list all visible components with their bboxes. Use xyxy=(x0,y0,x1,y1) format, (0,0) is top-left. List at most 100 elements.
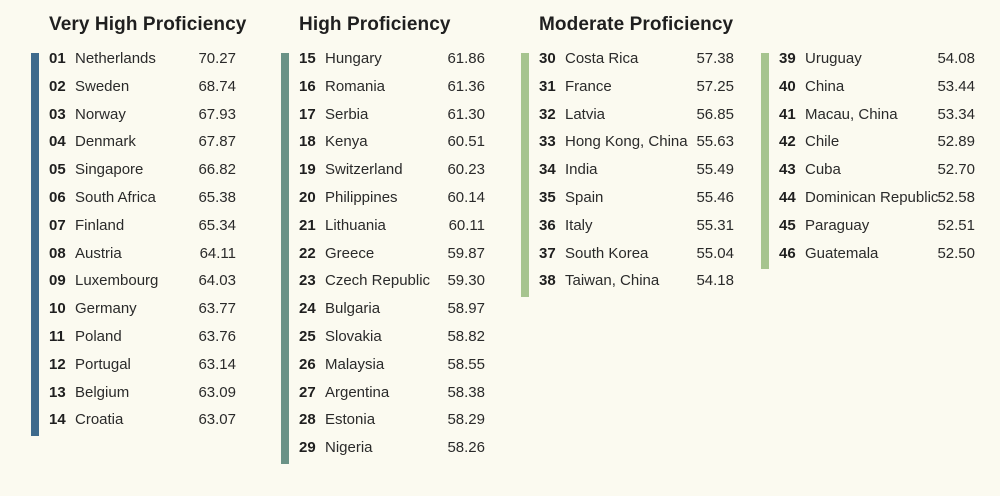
country-name: South Korea xyxy=(565,244,649,262)
country-name: Hong Kong, China xyxy=(565,133,688,151)
rank-number: 39 xyxy=(779,50,796,67)
ranking-row: 18 Kenya 60.51 xyxy=(299,131,485,153)
ranking-row: 30 Costa Rica 57.38 xyxy=(539,48,734,70)
country-name: Slovakia xyxy=(325,328,382,345)
proficiency-score: 55.63 xyxy=(696,133,734,151)
country-name: South Africa xyxy=(75,189,156,206)
proficiency-score: 61.36 xyxy=(447,77,485,95)
country-name: Croatia xyxy=(75,411,124,429)
country-name: Bulgaria xyxy=(325,300,381,318)
rank-number: 38 xyxy=(539,272,556,290)
ranking-row: 12 Portugal 63.14 xyxy=(49,354,236,376)
ranking-row: 23 Czech Republic 59.30 xyxy=(299,270,485,292)
country-name: India xyxy=(565,161,598,179)
ranking-row: 40 China 53.44 xyxy=(779,76,975,98)
rank-number: 07 xyxy=(49,216,66,234)
proficiency-score: 54.18 xyxy=(696,272,734,290)
proficiency-score: 58.82 xyxy=(447,328,485,345)
country-name: Paraguay xyxy=(805,216,870,234)
ranking-row: 41 Macau, China 53.34 xyxy=(779,104,975,126)
ranking-row: 42 Chile 52.89 xyxy=(779,131,975,153)
country-name: Poland xyxy=(75,328,122,345)
ranking-row: 35 Spain 55.46 xyxy=(539,187,734,209)
rank-number: 26 xyxy=(299,355,316,373)
country-name: Guatemala xyxy=(805,244,879,262)
rank-number: 23 xyxy=(299,272,316,290)
ranking-row: 01 Netherlands 70.27 xyxy=(49,48,236,70)
country-name: Belgium xyxy=(75,383,130,401)
proficiency-score: 63.07 xyxy=(198,411,236,429)
proficiency-score: 68.74 xyxy=(198,77,236,95)
rank-number: 33 xyxy=(539,133,556,151)
ranking-row: 17 Serbia 61.30 xyxy=(299,104,485,126)
rank-number: 20 xyxy=(299,189,316,206)
country-name: Greece xyxy=(325,244,375,262)
proficiency-score: 55.31 xyxy=(696,216,734,234)
proficiency-score: 60.11 xyxy=(448,216,485,234)
country-name: Spain xyxy=(565,189,604,206)
rank-number: 09 xyxy=(49,272,66,290)
proficiency-score: 53.44 xyxy=(937,77,975,95)
ranking-row: 16 Romania 61.36 xyxy=(299,76,485,98)
rank-number: 01 xyxy=(49,50,66,67)
ranking-row: 36 Italy 55.31 xyxy=(539,215,734,237)
rank-number: 11 xyxy=(49,328,65,345)
ranking-row: 32 Latvia 56.85 xyxy=(539,104,734,126)
rank-number: 03 xyxy=(49,105,66,123)
category-color-bar xyxy=(521,53,529,298)
heading-moderate-proficiency: Moderate Proficiency xyxy=(539,14,734,35)
ranking-row: 45 Paraguay 52.51 xyxy=(779,215,975,237)
country-name: Finland xyxy=(75,216,125,234)
heading-very-high-proficiency: Very High Proficiency xyxy=(49,14,247,35)
country-name: Switzerland xyxy=(325,161,403,179)
ranking-row: 14 Croatia 63.07 xyxy=(49,409,236,431)
rank-number: 32 xyxy=(539,105,556,123)
rank-number: 21 xyxy=(299,216,316,234)
ranking-row: 06 South Africa 65.38 xyxy=(49,187,236,209)
rank-number: 10 xyxy=(49,300,66,318)
proficiency-score: 63.76 xyxy=(198,328,236,345)
rank-number: 45 xyxy=(779,216,796,234)
proficiency-score: 65.34 xyxy=(198,216,236,234)
proficiency-score: 61.30 xyxy=(447,105,485,123)
ranking-row: 38 Taiwan, China 54.18 xyxy=(539,270,734,292)
proficiency-score: 58.29 xyxy=(447,411,485,429)
proficiency-score: 67.93 xyxy=(198,105,236,123)
rank-number: 12 xyxy=(49,355,66,373)
proficiency-score: 66.82 xyxy=(198,161,236,179)
rank-number: 31 xyxy=(539,77,556,95)
proficiency-score: 63.09 xyxy=(198,383,236,401)
country-name: Latvia xyxy=(565,105,606,123)
proficiency-score: 52.58 xyxy=(937,189,975,206)
rank-number: 25 xyxy=(299,328,316,345)
country-name: Czech Republic xyxy=(325,272,431,290)
heading-high-proficiency: High Proficiency xyxy=(299,14,451,35)
rank-number: 34 xyxy=(539,161,556,179)
ranking-row: 29 Nigeria 58.26 xyxy=(299,437,485,459)
country-name: Germany xyxy=(75,300,137,318)
country-name: Portugal xyxy=(75,355,131,373)
rank-number: 29 xyxy=(299,439,316,457)
country-name: Serbia xyxy=(325,105,369,123)
ranking-row: 39 Uruguay 54.08 xyxy=(779,48,975,70)
ranking-row: 44 Dominican Republic 52.58 xyxy=(779,187,975,209)
ranking-row: 31 France 57.25 xyxy=(539,76,734,98)
country-name: Taiwan, China xyxy=(565,272,660,290)
ranking-row: 19 Switzerland 60.23 xyxy=(299,159,485,181)
proficiency-score: 58.26 xyxy=(447,439,485,457)
country-name: Luxembourg xyxy=(75,272,159,290)
rank-number: 41 xyxy=(779,105,796,123)
proficiency-score: 52.50 xyxy=(937,244,975,262)
proficiency-score: 52.70 xyxy=(937,161,975,179)
country-name: Uruguay xyxy=(805,50,862,67)
ranking-row: 08 Austria 64.11 xyxy=(49,243,236,265)
ranking-row: 03 Norway 67.93 xyxy=(49,104,236,126)
country-name: Romania xyxy=(325,77,386,95)
rank-number: 24 xyxy=(299,300,316,318)
country-name: Estonia xyxy=(325,411,376,429)
proficiency-score: 52.89 xyxy=(937,133,975,151)
country-name: Austria xyxy=(75,244,122,262)
country-name: Dominican Republic xyxy=(805,189,939,206)
proficiency-score: 56.85 xyxy=(696,105,734,123)
ranking-row: 09 Luxembourg 64.03 xyxy=(49,270,236,292)
